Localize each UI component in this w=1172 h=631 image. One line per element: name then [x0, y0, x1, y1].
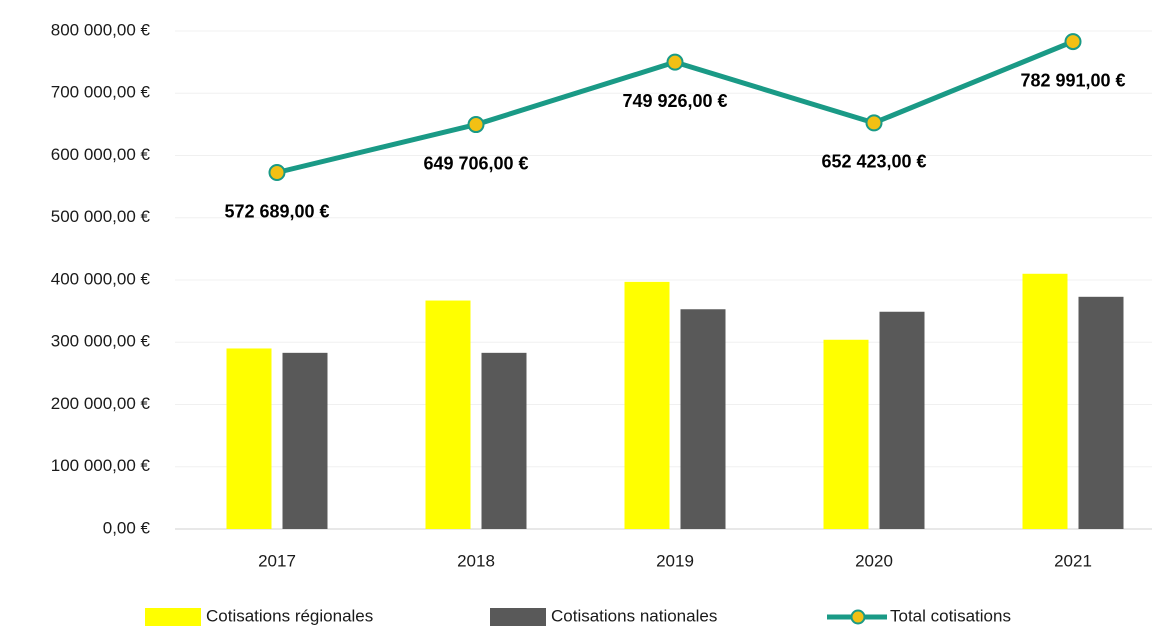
y-tick-label: 800 000,00 €: [51, 20, 151, 39]
marker: [467, 116, 485, 134]
value-label: 649 706,00 €: [423, 153, 528, 173]
y-tick-label: 500 000,00 €: [51, 207, 151, 226]
bar: [680, 309, 726, 529]
marker: [268, 164, 286, 182]
bar: [879, 311, 925, 529]
value-label: 652 423,00 €: [821, 152, 926, 172]
legend-label: Total cotisations: [890, 606, 1011, 625]
x-tick-label: 2021: [1054, 551, 1092, 570]
value-label: 572 689,00 €: [224, 201, 329, 221]
bar: [823, 339, 869, 529]
legend-marker: [850, 609, 866, 625]
y-tick-label: 600 000,00 €: [51, 145, 151, 164]
marker: [865, 114, 883, 132]
x-tick-label: 2020: [855, 551, 893, 570]
legend-label: Cotisations régionales: [206, 606, 373, 625]
legend-swatch: [490, 608, 546, 626]
marker: [666, 53, 684, 71]
bar: [226, 348, 272, 529]
marker: [1064, 33, 1082, 51]
bar: [1022, 273, 1068, 529]
y-tick-label: 0,00 €: [103, 518, 151, 537]
bar: [481, 352, 527, 529]
bar: [282, 352, 328, 529]
bar: [624, 281, 670, 529]
bar: [1078, 296, 1124, 529]
x-tick-label: 2018: [457, 551, 495, 570]
value-label: 749 926,00 €: [622, 91, 727, 111]
legend-label: Cotisations nationales: [551, 606, 717, 625]
x-tick-label: 2019: [656, 551, 694, 570]
value-label: 782 991,00 €: [1020, 70, 1125, 90]
x-tick-label: 2017: [258, 551, 296, 570]
y-tick-label: 400 000,00 €: [51, 269, 151, 288]
y-tick-label: 700 000,00 €: [51, 83, 151, 102]
y-tick-label: 300 000,00 €: [51, 332, 151, 351]
bar: [425, 300, 471, 529]
y-tick-label: 100 000,00 €: [51, 456, 151, 475]
y-tick-label: 200 000,00 €: [51, 394, 151, 413]
legend-swatch: [145, 608, 201, 626]
